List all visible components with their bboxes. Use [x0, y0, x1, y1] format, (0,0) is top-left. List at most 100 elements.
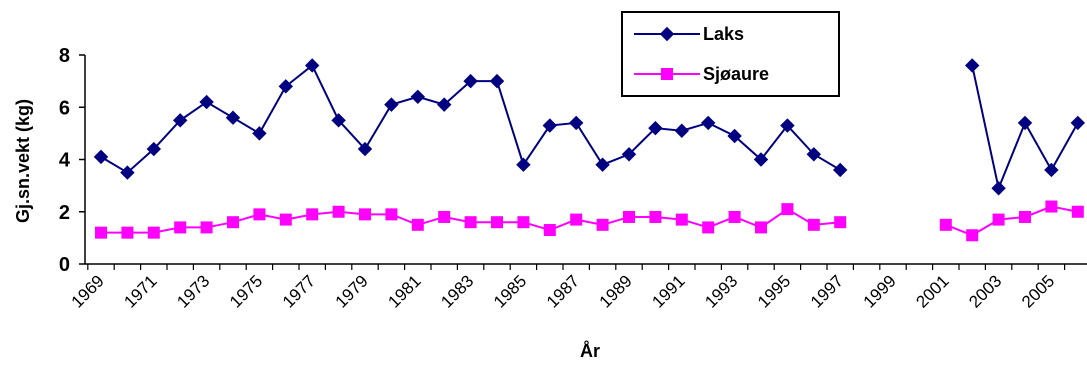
x-tick-label: 1997: [807, 271, 847, 311]
data-point-square: [1019, 210, 1031, 223]
data-point-diamond: [1017, 115, 1033, 131]
data-point-diamond: [436, 97, 452, 112]
data-point-diamond: [489, 73, 505, 89]
x-tick-label: 1999: [860, 271, 900, 311]
y-tick-label: 6: [59, 97, 70, 119]
y-tick-label: 4: [59, 150, 71, 172]
data-point-square: [491, 216, 503, 229]
data-point-diamond: [780, 118, 795, 133]
data-point-diamond: [991, 181, 1006, 196]
data-point-square: [623, 210, 635, 223]
data-point-diamond: [648, 120, 663, 136]
data-point-diamond: [1070, 115, 1086, 131]
data-point-square: [675, 213, 688, 226]
x-tick-label: 1991: [648, 271, 688, 311]
data-point-square: [807, 218, 820, 231]
data-point-square: [702, 221, 715, 234]
data-point-diamond: [120, 165, 135, 180]
data-point-square: [596, 218, 609, 231]
legend-items: Laks Sjøaure: [634, 24, 769, 84]
y-axis-title-group: Gj.sn.vekt (kg): [13, 99, 33, 223]
x-tick-label: 1975: [226, 271, 266, 311]
data-point-diamond: [1044, 162, 1059, 178]
x-tick-label: 1981: [384, 271, 424, 311]
data-point-diamond: [93, 149, 109, 165]
data-point-square: [147, 226, 160, 239]
x-tick-label: 2001: [912, 271, 952, 311]
data-point-square: [1071, 205, 1084, 218]
data-point-square: [834, 216, 847, 229]
data-point-square: [253, 208, 266, 221]
y-tick-label: 2: [59, 202, 70, 224]
x-tick-label: 1979: [332, 271, 372, 311]
data-point-diamond: [621, 147, 637, 162]
x-tick-label: 1971: [120, 271, 160, 311]
data-point-square: [570, 213, 583, 226]
data-point-diamond: [700, 115, 716, 131]
data-point-square: [306, 208, 319, 221]
data-point-diamond: [331, 113, 346, 128]
axes: [84, 55, 1087, 265]
series-layer: [93, 58, 1086, 242]
data-point-diamond: [384, 97, 399, 112]
data-point-diamond: [516, 157, 531, 172]
legend-label: Sjøaure: [703, 64, 769, 84]
data-point-diamond: [304, 58, 320, 73]
x-tick-label: 1983: [437, 271, 477, 311]
x-tick-label: 1993: [701, 271, 741, 311]
data-point-square: [174, 221, 187, 234]
data-point-square: [279, 213, 292, 226]
x-tick-label: 1985: [490, 271, 530, 311]
data-point-diamond: [146, 141, 162, 157]
data-point-square: [438, 210, 451, 223]
y-ticks: 0 2 4 6 8: [59, 45, 85, 276]
data-point-square: [966, 229, 979, 242]
x-tick-label: 1987: [543, 271, 583, 311]
data-point-square: [1045, 200, 1058, 213]
data-point-diamond: [357, 141, 373, 157]
x-tick-label: 1989: [596, 271, 636, 311]
x-tick-label: 1969: [68, 271, 108, 311]
data-point-square: [939, 218, 952, 231]
data-point-square: [200, 221, 213, 234]
x-tick-label: 1977: [279, 271, 319, 311]
y-tick-label: 8: [59, 45, 70, 67]
data-point-square: [385, 208, 398, 221]
data-point-diamond: [727, 128, 742, 144]
data-point-diamond: [753, 152, 769, 167]
data-point-square: [781, 203, 794, 216]
legend-box: [621, 11, 840, 97]
data-point-diamond: [225, 110, 241, 125]
data-point-diamond: [463, 73, 478, 89]
data-point-diamond: [252, 126, 267, 141]
data-point-square: [227, 216, 239, 229]
data-point-square: [464, 216, 477, 229]
data-point-square: [543, 224, 556, 237]
data-point-square: [661, 68, 673, 80]
x-tick-label: 2005: [1018, 271, 1058, 311]
data-point-square: [728, 210, 741, 223]
data-point-diamond: [199, 94, 214, 110]
legend: Laks Sjøaure: [621, 11, 840, 97]
data-point-square: [992, 213, 1005, 226]
x-tick-label: 2003: [965, 271, 1005, 311]
legend-label: Laks: [703, 24, 744, 44]
data-point-square: [359, 208, 371, 221]
series-sjoaure: [95, 200, 1084, 242]
data-point-diamond: [674, 123, 690, 138]
x-tick-label: 1973: [173, 271, 213, 311]
data-point-square: [755, 221, 767, 234]
data-point-diamond: [568, 115, 584, 131]
data-point-diamond: [278, 79, 294, 94]
x-tick-label: 1995: [754, 271, 794, 311]
data-point-square: [95, 226, 107, 239]
data-point-diamond: [659, 26, 675, 42]
data-point-diamond: [832, 162, 848, 178]
data-point-diamond: [964, 58, 980, 73]
data-point-square: [517, 216, 530, 229]
data-point-square: [411, 218, 424, 231]
series-line: [945, 205, 1078, 237]
data-point-square: [121, 226, 134, 239]
